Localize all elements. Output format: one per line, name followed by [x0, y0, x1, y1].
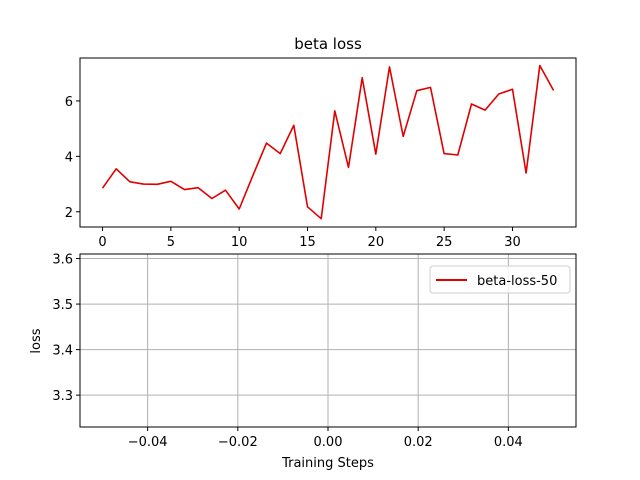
top-x-ticks: 0 5 10 15 20 25 30 — [98, 227, 521, 250]
y-tick-label: 3.4 — [52, 344, 73, 359]
top-chart-title: beta loss — [294, 35, 362, 53]
top-series — [101, 64, 555, 220]
y-tick-label: 3.3 — [52, 389, 73, 404]
top-plot-frame — [79, 57, 577, 228]
top-chart: beta loss 0 5 10 15 20 25 30 2 4 6 — [65, 35, 577, 250]
y-tick-label: 6 — [65, 95, 73, 110]
bottom-chart: −0.04 −0.02 0.00 0.02 0.04 3.3 3.4 3.5 3.6 Trai… — [29, 253, 577, 471]
x-tick-label: 20 — [368, 235, 385, 250]
bottom-y-axis-label: loss — [29, 328, 44, 353]
bottom-x-axis-label: Training Steps — [281, 456, 374, 471]
bottom-grid — [80, 254, 576, 427]
x-tick-label: 5 — [167, 235, 175, 250]
x-tick-label: −0.02 — [218, 435, 258, 450]
x-tick-label: 10 — [231, 235, 248, 250]
x-tick-label: 0.00 — [314, 435, 343, 450]
x-tick-label: 30 — [504, 235, 521, 250]
top-y-ticks: 2 4 6 — [65, 95, 80, 221]
bottom-y-ticks: 3.3 3.4 3.5 3.6 — [52, 253, 80, 404]
legend: beta-loss-50 — [429, 265, 571, 294]
x-tick-label: 0 — [98, 235, 106, 250]
y-tick-label: 2 — [65, 206, 73, 221]
y-tick-label: 3.5 — [52, 298, 73, 313]
x-tick-label: 15 — [299, 235, 316, 250]
x-tick-label: 0.02 — [404, 435, 433, 450]
x-tick-label: 0.04 — [494, 435, 523, 450]
legend-box — [429, 265, 571, 294]
x-tick-label: 25 — [436, 235, 453, 250]
bottom-x-ticks: −0.04 −0.02 0.00 0.02 0.04 — [128, 427, 523, 450]
legend-label: beta-loss-50 — [477, 274, 557, 289]
x-tick-label: −0.04 — [128, 435, 168, 450]
series-line — [101, 64, 555, 220]
y-tick-label: 3.6 — [52, 253, 73, 268]
y-tick-label: 4 — [65, 150, 73, 165]
